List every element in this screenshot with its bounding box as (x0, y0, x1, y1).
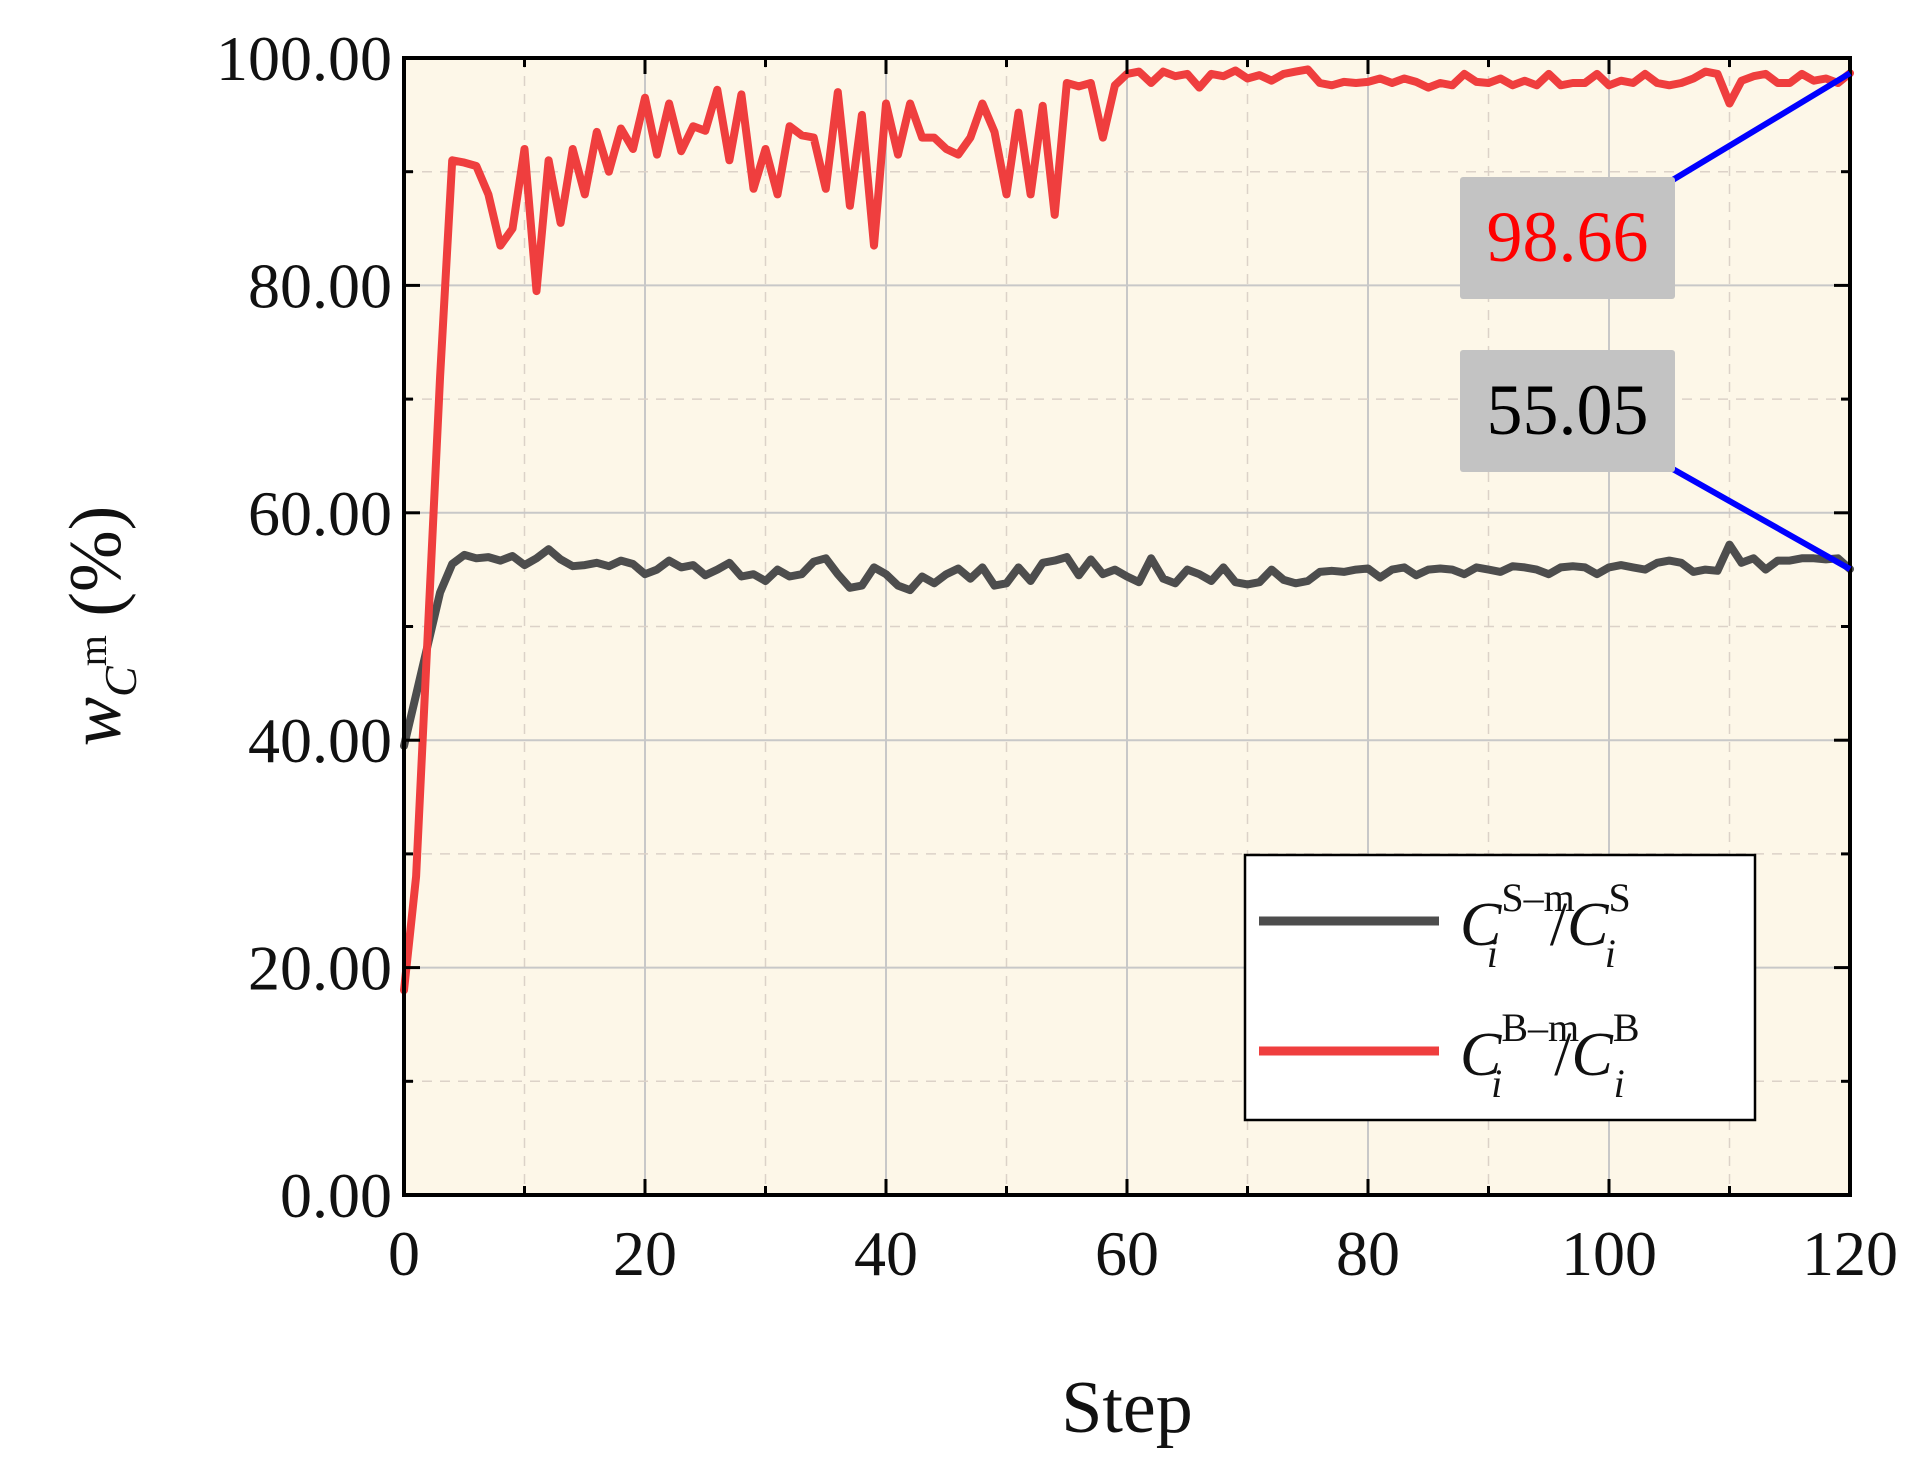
legend-label-1: CB–m i/CB i (1460, 1005, 1640, 1106)
series-line-0 (400, 540, 1854, 750)
callout-leader-0 (1669, 70, 1852, 184)
callout-box-1 (1460, 350, 1675, 472)
y-tick-label: 0.00 (280, 1160, 392, 1231)
value-callouts: 98.66 55.05 (1460, 70, 1852, 572)
axis-ticks (402, 56, 1852, 1197)
tick-labels: 0 20 40 60 80 100 120 0.00 20.00 40.00 60.00 80.00 1… (216, 23, 1898, 1289)
callout-leader-1 (1669, 465, 1852, 572)
legend-label-0: CS–m i/CS i (1460, 875, 1631, 976)
callout-value-0: 98.66 (1487, 197, 1649, 277)
legend: CS–m i/CS i CB–m i/CB i (1243, 853, 1757, 1122)
x-tick-label: 20 (613, 1218, 677, 1289)
x-tick-label: 0 (388, 1218, 420, 1289)
x-tick-label: 120 (1802, 1218, 1898, 1289)
y-tick-label: 100.00 (216, 23, 392, 94)
x-tick-label: 40 (854, 1218, 918, 1289)
callout-value-1: 55.05 (1487, 370, 1649, 450)
y-tick-label: 20.00 (248, 933, 392, 1004)
y-tick-label: 80.00 (248, 250, 392, 321)
svg-text:wCm (%): wCm (%) (55, 506, 146, 747)
x-axis-title: Step (1061, 1367, 1193, 1449)
x-tick-label: 80 (1336, 1218, 1400, 1289)
x-tick-label: 60 (1095, 1218, 1159, 1289)
x-tick-label: 100 (1561, 1218, 1657, 1289)
callout-box-0 (1460, 177, 1675, 299)
y-axis-title: wCm (%) (55, 506, 146, 747)
y-tick-label: 60.00 (248, 478, 392, 549)
y-tick-label: 40.00 (248, 705, 392, 776)
legend-box (1243, 853, 1757, 1122)
